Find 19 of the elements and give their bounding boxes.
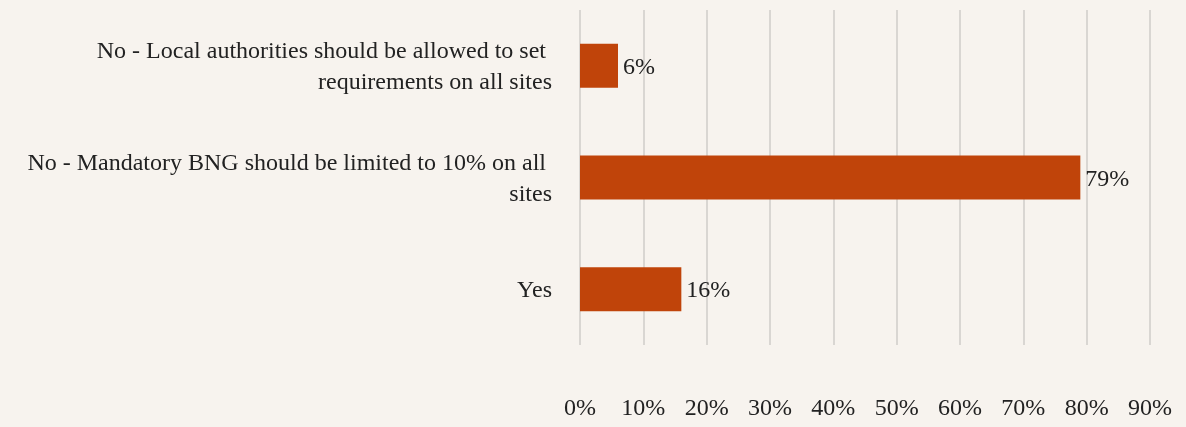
x-tick-label: 10% — [621, 394, 666, 420]
x-tick-label: 60% — [938, 394, 982, 420]
bar — [580, 267, 682, 312]
x-tick-label: 40% — [811, 394, 856, 420]
x-tick-label: 50% — [874, 394, 919, 420]
y-tick-label: No - Mandatory BNG should be limited to 10% on all sites — [27, 149, 552, 206]
x-tick-label: 90% — [1128, 394, 1172, 420]
x-tick-label: 0% — [564, 394, 596, 420]
data-label: 79% — [1085, 164, 1130, 191]
x-tick-label: 80% — [1064, 394, 1109, 420]
x-tick-label: 30% — [748, 394, 792, 420]
y-tick-label: No - Local authorities should be allowed to set requirements on all sites — [96, 37, 552, 95]
bar — [580, 43, 618, 88]
x-tick-label: 70% — [1001, 394, 1046, 420]
bar — [580, 155, 1081, 200]
x-tick-label: 20% — [684, 394, 729, 420]
y-tick-label: Yes — [517, 276, 552, 303]
data-label: 6% — [623, 52, 655, 79]
data-label: 16% — [686, 276, 731, 303]
